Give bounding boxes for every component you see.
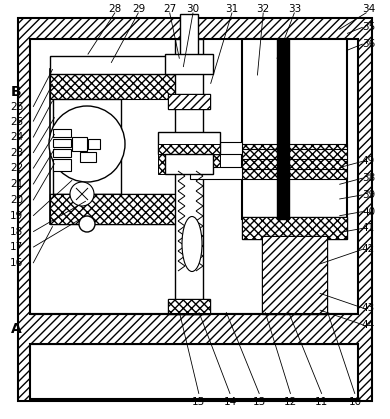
Bar xyxy=(50,69,190,99)
Bar xyxy=(158,154,220,174)
Text: 10: 10 xyxy=(348,397,362,407)
Text: 12: 12 xyxy=(284,397,297,407)
Bar xyxy=(168,94,210,109)
Text: 25: 25 xyxy=(10,116,23,127)
Text: 39: 39 xyxy=(362,190,375,200)
Text: 14: 14 xyxy=(223,397,237,407)
Text: 29: 29 xyxy=(132,4,145,14)
Bar xyxy=(53,159,71,171)
Text: 33: 33 xyxy=(288,4,301,14)
Bar xyxy=(50,194,190,224)
Text: 26: 26 xyxy=(10,102,23,112)
Text: 38: 38 xyxy=(362,173,375,183)
Ellipse shape xyxy=(182,217,202,272)
Text: 32: 32 xyxy=(257,4,270,14)
Bar xyxy=(53,99,121,194)
Bar xyxy=(168,94,210,109)
Bar xyxy=(53,149,71,157)
Text: 27: 27 xyxy=(163,4,176,14)
Text: 20: 20 xyxy=(10,195,23,205)
Bar xyxy=(242,217,347,239)
Text: 17: 17 xyxy=(10,242,23,252)
Text: 43: 43 xyxy=(362,303,375,313)
Circle shape xyxy=(79,216,95,232)
Text: 18: 18 xyxy=(10,227,23,237)
Text: 24: 24 xyxy=(10,132,23,142)
Bar xyxy=(180,14,198,64)
Text: 41: 41 xyxy=(362,223,375,233)
Text: 16: 16 xyxy=(10,258,23,268)
Text: 23: 23 xyxy=(10,148,23,158)
Bar xyxy=(175,39,203,314)
Bar xyxy=(30,39,358,314)
Bar xyxy=(88,139,100,149)
Text: 44: 44 xyxy=(362,320,375,330)
Text: 11: 11 xyxy=(315,397,328,407)
Bar xyxy=(277,39,289,219)
Bar xyxy=(190,167,242,179)
Bar xyxy=(190,142,242,154)
Bar xyxy=(50,194,190,224)
Text: 34: 34 xyxy=(362,4,375,14)
Bar xyxy=(80,152,96,162)
Text: 21: 21 xyxy=(10,179,23,189)
Bar xyxy=(50,56,190,74)
Bar xyxy=(165,54,213,74)
Circle shape xyxy=(49,106,125,182)
Bar xyxy=(53,129,71,137)
Bar xyxy=(72,137,87,151)
Text: 42: 42 xyxy=(362,244,375,254)
Bar xyxy=(262,236,327,314)
Text: 49: 49 xyxy=(362,156,375,166)
Text: 22: 22 xyxy=(10,163,23,173)
Bar xyxy=(168,299,210,314)
Bar xyxy=(242,39,347,219)
Bar xyxy=(30,344,358,399)
Circle shape xyxy=(70,182,94,206)
Text: 15: 15 xyxy=(192,397,206,407)
Text: 19: 19 xyxy=(10,211,23,221)
Bar xyxy=(165,154,213,174)
Bar xyxy=(158,144,220,154)
Bar xyxy=(50,69,190,224)
Text: B: B xyxy=(11,85,22,99)
Text: 40: 40 xyxy=(362,207,375,217)
Text: 30: 30 xyxy=(186,4,200,14)
Bar xyxy=(242,217,347,239)
Text: 35: 35 xyxy=(362,22,375,32)
Text: 28: 28 xyxy=(108,4,122,14)
Bar xyxy=(158,132,220,154)
Bar xyxy=(262,236,327,314)
Text: 36: 36 xyxy=(362,39,375,49)
Text: 13: 13 xyxy=(253,397,266,407)
Bar xyxy=(242,144,347,179)
Bar xyxy=(53,139,71,147)
Text: A: A xyxy=(11,322,22,336)
Bar xyxy=(168,299,210,314)
Text: 31: 31 xyxy=(225,4,239,14)
